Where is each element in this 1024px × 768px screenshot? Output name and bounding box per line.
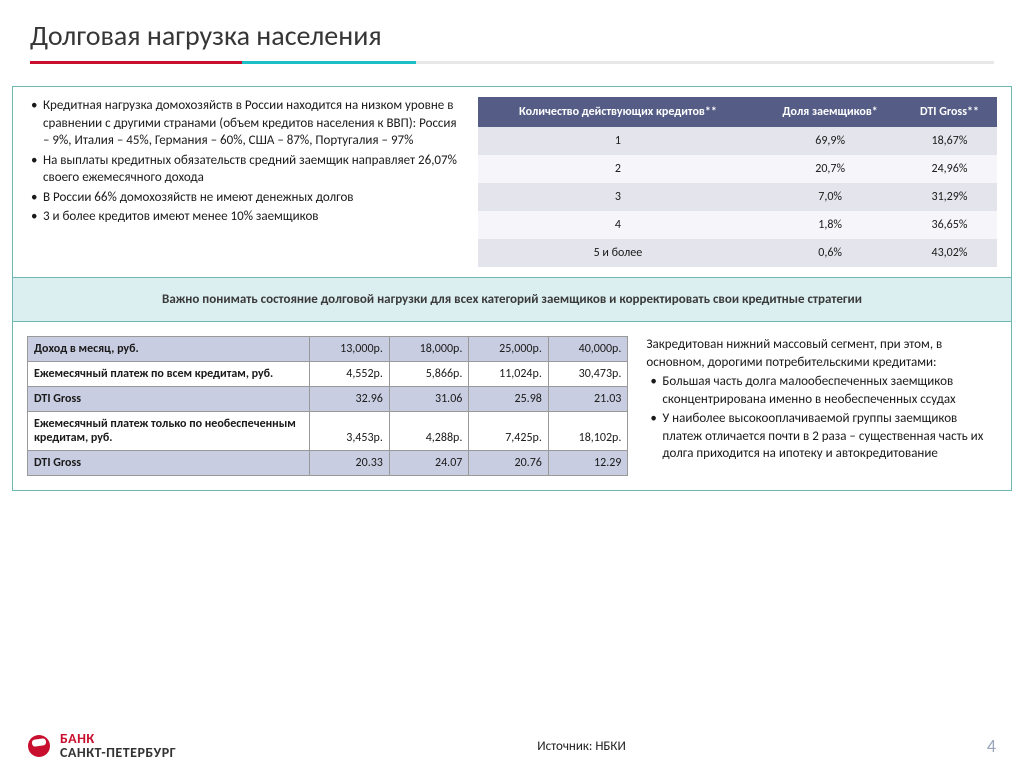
accent-seg-2 — [242, 61, 416, 64]
main-content: Кредитная нагрузка домохозяйств в России… — [12, 86, 1012, 491]
table-cell: 36,65% — [902, 211, 997, 239]
table-cell: 43,02% — [902, 239, 997, 267]
table-cell: 24,96% — [902, 155, 997, 183]
table-cell: 18,000р. — [389, 337, 468, 362]
page-title: Долговая нагрузка населения — [30, 18, 994, 53]
table-cell: 31.06 — [389, 387, 468, 412]
table-cell: 25,000р. — [469, 337, 548, 362]
footer: БАНК САНКТ-ПЕТЕРБУРГ Источник: НБКИ 4 — [0, 732, 1024, 760]
table-row: 5 и более0,6%43,02% — [478, 239, 998, 267]
table-cell: 3,453р. — [310, 412, 389, 451]
table-cell: 7,425р. — [469, 412, 548, 451]
bullet-item: Кредитная нагрузка домохозяйств в России… — [27, 97, 464, 150]
table-row: 41,8%36,65% — [478, 211, 998, 239]
table-cell: 69,9% — [758, 127, 902, 155]
table-cell: 18,102р. — [548, 412, 628, 451]
table-row: Доход в месяц, руб.13,000р.18,000р.25,00… — [28, 337, 628, 362]
table-cell: 3 — [478, 183, 759, 211]
key-points: Кредитная нагрузка домохозяйств в России… — [27, 97, 464, 267]
bullet-item: На выплаты кредитных обязательств средни… — [27, 152, 464, 187]
table-cell: 32.96 — [310, 387, 389, 412]
table-row: DTI Gross20.3324.0720.7612.29 — [28, 451, 628, 476]
table-cell: 13,000р. — [310, 337, 389, 362]
table-cell: 30,473р. — [548, 362, 628, 387]
bullet-item: В России 66% домохозяйств не имеют денеж… — [27, 189, 464, 207]
table-cell: 5,866р. — [389, 362, 468, 387]
table-cell: 40,000р. — [548, 337, 628, 362]
row-label: DTI Gross — [28, 387, 310, 412]
row-label: Ежемесячный платеж по всем кредитам, руб… — [28, 362, 310, 387]
table-row: 37,0%31,29% — [478, 183, 998, 211]
table-cell: 31,29% — [902, 183, 997, 211]
logo-line-2: САНКТ-ПЕТЕРБУРГ — [60, 746, 176, 760]
bottom-row: Доход в месяц, руб.13,000р.18,000р.25,00… — [13, 322, 1011, 490]
table-cell: 20.33 — [310, 451, 389, 476]
income-table-body: Доход в месяц, руб.13,000р.18,000р.25,00… — [28, 337, 628, 476]
logo-text: БАНК САНКТ-ПЕТЕРБУРГ — [60, 732, 176, 760]
accent-bar — [30, 61, 994, 64]
row-label: DTI Gross — [28, 451, 310, 476]
income-table: Доход в месяц, руб.13,000р.18,000р.25,00… — [27, 336, 628, 476]
table-cell: 25.98 — [469, 387, 548, 412]
table-cell: 20,7% — [758, 155, 902, 183]
commentary-item: Большая часть долга малообеспеченных зае… — [646, 373, 997, 408]
table-cell: 4,552р. — [310, 362, 389, 387]
table-cell: 4,288р. — [389, 412, 468, 451]
table-row: 169,9%18,67% — [478, 127, 998, 155]
table-cell: 1 — [478, 127, 759, 155]
table-header-cell: Количество действующих кредитов** — [478, 97, 759, 127]
accent-seg-3 — [416, 61, 994, 64]
commentary: Закредитован нижний массовый сегмент, пр… — [646, 336, 997, 476]
commentary-item: У наиболее высокооплачиваемой группы зае… — [646, 410, 997, 463]
top-row: Кредитная нагрузка домохозяйств в России… — [13, 87, 1011, 277]
header: Долговая нагрузка населения — [0, 0, 1024, 72]
table-header-row: Количество действующих кредитов**Доля за… — [478, 97, 998, 127]
table-cell: 0,6% — [758, 239, 902, 267]
callout-banner: Важно понимать состояние долговой нагруз… — [13, 277, 1011, 322]
table-cell: 11,024р. — [469, 362, 548, 387]
table-cell: 1,8% — [758, 211, 902, 239]
commentary-intro: Закредитован нижний массовый сегмент, пр… — [646, 336, 997, 371]
table-row: Ежемесячный платеж по всем кредитам, руб… — [28, 362, 628, 387]
table-cell: 24.07 — [389, 451, 468, 476]
bullet-list: Кредитная нагрузка домохозяйств в России… — [27, 97, 464, 226]
table-row: DTI Gross32.9631.0625.9821.03 — [28, 387, 628, 412]
table-row: Ежемесячный платеж только по необеспечен… — [28, 412, 628, 451]
row-label: Доход в месяц, руб. — [28, 337, 310, 362]
table-cell: 4 — [478, 211, 759, 239]
table-cell: 7,0% — [758, 183, 902, 211]
table-cell: 2 — [478, 155, 759, 183]
row-label: Ежемесячный платеж только по необеспечен… — [28, 412, 310, 451]
logo-icon — [28, 735, 50, 757]
table-cell: 5 и более — [478, 239, 759, 267]
commentary-list: Большая часть долга малообеспеченных зае… — [646, 373, 997, 463]
table-header-cell: DTI Gross** — [902, 97, 997, 127]
table-row: 220,7%24,96% — [478, 155, 998, 183]
bank-logo: БАНК САНКТ-ПЕТЕРБУРГ — [28, 732, 176, 760]
accent-seg-1 — [30, 61, 242, 64]
table-cell: 21.03 — [548, 387, 628, 412]
credits-table-body: 169,9%18,67%220,7%24,96%37,0%31,29%41,8%… — [478, 127, 998, 267]
bullet-item: 3 и более кредитов имеют менее 10% заемщ… — [27, 208, 464, 226]
page-number: 4 — [987, 735, 996, 757]
credits-table: Количество действующих кредитов**Доля за… — [478, 97, 998, 267]
table-cell: 18,67% — [902, 127, 997, 155]
source-label: Источник: НБКИ — [537, 739, 626, 754]
table-cell: 20.76 — [469, 451, 548, 476]
table-header-cell: Доля заемщиков* — [758, 97, 902, 127]
table-cell: 12.29 — [548, 451, 628, 476]
